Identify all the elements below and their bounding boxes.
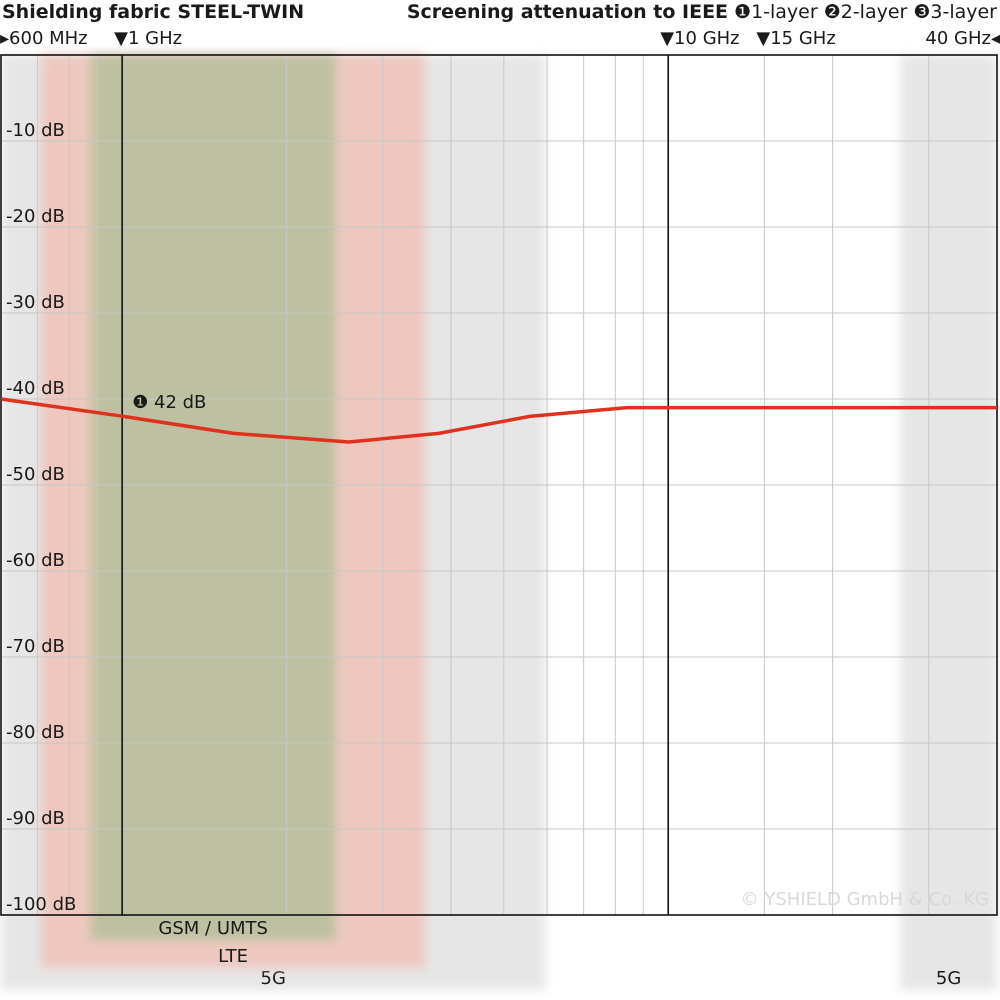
layer-label: ❸3-layer bbox=[913, 1, 997, 23]
copyright: © YSHIELD GmbH & Co. KG bbox=[741, 889, 989, 910]
subtitle-text: Screening attenuation to IEEE bbox=[407, 1, 728, 23]
band-label: 5G bbox=[261, 968, 286, 989]
x-tick-label: 40 GHz◂ bbox=[925, 28, 1000, 49]
x-tick-label: ▼15 GHz bbox=[756, 28, 835, 49]
grid bbox=[0, 54, 998, 916]
band bbox=[900, 55, 997, 990]
y-tick-label: -70 dB bbox=[6, 636, 65, 657]
y-tick-label: -20 dB bbox=[6, 206, 65, 227]
y-tick-label: -100 dB bbox=[6, 894, 76, 915]
y-tick-label: -10 dB bbox=[6, 120, 65, 141]
layer-label: ❷2-layer bbox=[824, 1, 908, 23]
band-label: LTE bbox=[218, 946, 248, 967]
y-tick-label: -50 dB bbox=[6, 464, 65, 485]
data-line bbox=[0, 397, 997, 444]
y-tick-label: -30 dB bbox=[6, 292, 65, 313]
x-tick-label: ▼10 GHz bbox=[660, 28, 739, 49]
band bbox=[90, 55, 336, 940]
layer-label: ❶1-layer bbox=[734, 1, 818, 23]
x-tick-label: ▸600 MHz bbox=[0, 28, 88, 49]
annotation: ❶ 42 dB bbox=[132, 392, 206, 413]
chart-title: Shielding fabric STEEL-TWIN bbox=[2, 1, 304, 23]
band-label: GSM / UMTS bbox=[158, 918, 268, 939]
y-tick-label: -90 dB bbox=[6, 808, 65, 829]
marks: -10 dB -20 dB -30 dB -40 dB -50 dB -60 dB -70 … bbox=[0, 28, 1000, 915]
y-tick-label: -80 dB bbox=[6, 722, 65, 743]
band-label: 5G bbox=[936, 968, 961, 989]
subtitle: Screening attenuation to IEEE ❶1-layer ❷2-… bbox=[407, 1, 997, 23]
y-tick-label: -60 dB bbox=[6, 550, 65, 571]
y-tick-label: -40 dB bbox=[6, 378, 65, 399]
x-tick-label: ▼1 GHz bbox=[114, 28, 182, 49]
bands: 5G 5G LTE GSM / UMTS bbox=[1, 55, 997, 990]
plot-frame bbox=[0, 54, 998, 916]
